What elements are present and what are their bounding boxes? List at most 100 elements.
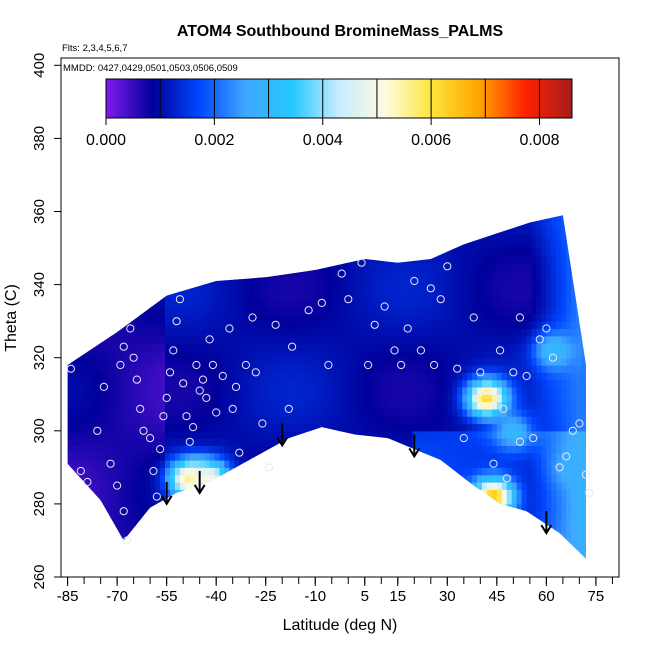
field-cell: [80, 306, 87, 315]
field-cell: [328, 445, 334, 454]
field-cell: [278, 248, 285, 256]
field-cell: [160, 555, 166, 559]
field-cell: [486, 284, 493, 293]
field-cell: [363, 503, 369, 512]
field-cell: [110, 452, 117, 461]
field-cell: [437, 313, 443, 322]
field-cell: [407, 474, 414, 483]
field-cell: [303, 460, 310, 468]
field-cell: [308, 291, 315, 300]
field-cell: [214, 416, 221, 425]
field-cell: [130, 365, 136, 373]
field-cell: [170, 540, 176, 549]
field-cell: [501, 270, 508, 278]
field-cell: [155, 460, 161, 468]
field-cell: [194, 533, 201, 541]
field-cell: [392, 394, 399, 403]
field-cell: [298, 416, 305, 425]
field-cell: [546, 540, 552, 549]
field-cell: [160, 204, 166, 212]
field-cell: [61, 226, 67, 234]
field-cell: [397, 408, 404, 417]
field-cell: [521, 555, 528, 559]
field-cell: [402, 511, 409, 520]
field-cell: [189, 284, 196, 293]
field-cell: [491, 372, 498, 381]
field-cell: [105, 372, 112, 381]
field-cell: [308, 262, 315, 271]
field-cell: [165, 255, 171, 264]
field-cell: [402, 547, 409, 556]
field-cell: [229, 226, 235, 234]
field-cell: [130, 372, 136, 381]
field-cell: [174, 299, 181, 308]
field-cell: [313, 291, 320, 300]
field-cell: [447, 291, 453, 300]
field-cell: [145, 394, 151, 403]
field-cell: [323, 423, 330, 432]
field-cell: [442, 416, 448, 425]
field-cell: [254, 518, 260, 527]
field-cell: [313, 328, 320, 337]
field-cell: [110, 416, 117, 425]
field-cell: [551, 430, 557, 439]
field-cell: [85, 357, 92, 366]
field-cell: [546, 547, 552, 556]
field-cell: [501, 313, 508, 322]
field-cell: [288, 321, 295, 330]
field-cell: [437, 372, 443, 381]
field-cell: [323, 416, 330, 425]
field-cell: [90, 445, 97, 454]
field-cell: [61, 233, 67, 241]
field-cell: [447, 313, 453, 322]
field-cell: [318, 401, 325, 410]
field-cell: [422, 482, 429, 490]
field-cell: [333, 233, 339, 242]
field-cell: [343, 335, 349, 344]
field-cell: [160, 430, 166, 439]
field-cell: [194, 416, 201, 425]
field-cell: [467, 460, 473, 468]
dates-label: MMDD: 0427,0429,0501,0503,0506,0509: [63, 63, 238, 74]
field-cell: [150, 379, 156, 388]
field-cell: [303, 467, 310, 476]
field-cell: [333, 467, 339, 476]
field-cell: [80, 547, 87, 556]
field-cell: [140, 452, 146, 461]
field-cell: [288, 445, 295, 454]
field-cell: [378, 215, 384, 220]
field-cell: [378, 489, 384, 498]
field-cell: [274, 313, 280, 322]
field-cell: [264, 299, 270, 308]
field-cell: [333, 547, 339, 556]
field-cell: [165, 386, 171, 395]
field-cell: [486, 511, 493, 520]
field-cell: [204, 215, 211, 220]
field-cell: [194, 401, 201, 410]
field-cell: [214, 215, 221, 220]
field-cell: [199, 474, 206, 483]
field-cell: [343, 350, 349, 359]
field-cell: [496, 365, 503, 373]
field-cell: [511, 255, 518, 264]
field-cell: [506, 482, 513, 490]
field-cell: [229, 438, 235, 446]
field-cell: [120, 240, 126, 249]
field-cell: [85, 386, 92, 395]
field-cell: [313, 240, 320, 249]
field-cell: [417, 452, 424, 461]
field-cell: [219, 452, 226, 461]
field-cell: [378, 240, 384, 249]
field-cell: [130, 474, 136, 483]
field-cell: [501, 277, 508, 286]
field-cell: [244, 525, 250, 534]
field-cell: [70, 218, 77, 227]
field-cell: [220, 562, 226, 570]
field-cell: [110, 438, 117, 446]
field-cell: [209, 284, 216, 293]
field-cell: [333, 445, 339, 454]
field-cell: [105, 215, 112, 220]
field-cell: [378, 503, 384, 512]
field-cell: [298, 555, 305, 559]
field-cell: [229, 525, 235, 534]
